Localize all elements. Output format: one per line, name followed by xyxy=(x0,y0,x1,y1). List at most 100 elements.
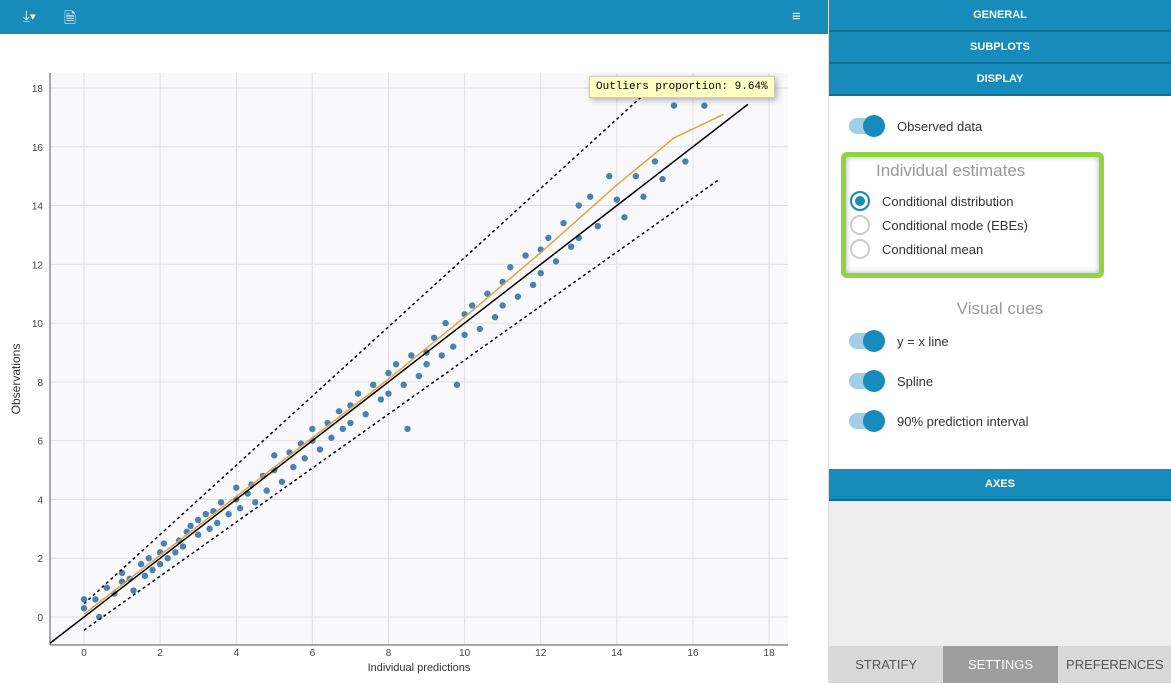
general-header[interactable]: GENERAL xyxy=(829,0,1171,32)
identity-line xyxy=(49,103,749,644)
data-point xyxy=(560,219,567,227)
x-tick-label: 4 xyxy=(233,648,239,659)
plot-area: 0 2 4 6 8 10 12 14 16 18 0 2 4 6 8 10 12 14 16 18 Individual… xyxy=(0,34,828,683)
data-point xyxy=(339,425,347,433)
x-tick-label: 18 xyxy=(764,648,776,659)
toggle-icon[interactable] xyxy=(849,330,885,352)
data-point xyxy=(606,172,613,180)
toggle-label: Observed data xyxy=(897,118,983,134)
data-point xyxy=(377,396,385,403)
radio-icon[interactable] xyxy=(850,239,870,259)
prediction-interval-toggle[interactable]: 90% prediction interval xyxy=(849,410,1029,432)
toolbar: ⤓▾ 🗎 ≡ xyxy=(0,0,828,34)
data-point xyxy=(214,519,221,527)
y-tick-label: 0 xyxy=(37,613,43,624)
data-point xyxy=(80,596,88,603)
identity-line-toggle[interactable]: y = x line xyxy=(849,330,949,352)
data-point xyxy=(594,222,602,230)
toggle-label: 90% prediction interval xyxy=(897,413,1029,429)
data-point xyxy=(160,540,168,547)
bottom-tabs: STRATIFY SETTINGS PREFERENCES xyxy=(829,646,1171,683)
data-point xyxy=(423,361,430,368)
data-point xyxy=(362,411,369,418)
data-point xyxy=(507,264,514,271)
data-point xyxy=(103,584,111,591)
radio-conditional-distribution[interactable]: Conditional distribution xyxy=(850,191,1014,211)
x-tick-label: 14 xyxy=(611,648,623,659)
data-point xyxy=(301,455,308,462)
data-point xyxy=(370,381,377,389)
data-point xyxy=(335,408,343,415)
radio-conditional-mean[interactable]: Conditional mean xyxy=(850,239,983,259)
data-point xyxy=(141,572,149,580)
data-point xyxy=(499,302,506,309)
visual-cues-title: Visual cues xyxy=(956,299,1044,318)
spline-line xyxy=(83,113,724,615)
spline-toggle[interactable]: Spline xyxy=(849,370,933,392)
data-point xyxy=(640,193,647,200)
word-doc-icon[interactable]: 🗎 xyxy=(64,10,77,27)
y-tick-label: 8 xyxy=(37,378,43,389)
scatter-chart: 0 2 4 6 8 10 12 14 16 18 0 2 4 6 8 10 12 14 16 18 Individual… xyxy=(9,73,788,674)
data-point xyxy=(461,331,468,339)
download-icon[interactable]: ⤓▾ xyxy=(23,8,36,25)
data-point xyxy=(404,425,411,433)
data-point xyxy=(469,302,476,309)
y-tick-label: 12 xyxy=(32,260,44,271)
data-point xyxy=(701,102,708,109)
tab-preferences[interactable]: PREFERENCES xyxy=(1057,646,1171,683)
data-point xyxy=(316,446,324,453)
subplots-header[interactable]: SUBPLOTS xyxy=(829,32,1171,64)
data-point xyxy=(149,566,156,574)
data-point xyxy=(682,158,689,165)
toggle-label: y = x line xyxy=(897,333,949,349)
data-point xyxy=(514,293,522,300)
data-point xyxy=(164,555,171,562)
data-point xyxy=(271,452,278,459)
toggle-icon[interactable] xyxy=(849,370,885,392)
data-point xyxy=(522,252,529,259)
data-point xyxy=(217,499,225,506)
data-point xyxy=(137,560,145,568)
data-point xyxy=(613,196,621,203)
data-point xyxy=(621,214,628,221)
data-point xyxy=(552,258,560,265)
y-tick-label: 6 xyxy=(37,437,43,448)
data-point xyxy=(252,499,259,506)
data-point xyxy=(438,352,445,359)
tab-stratify[interactable]: STRATIFY xyxy=(829,646,944,683)
data-point xyxy=(385,369,392,377)
radio-label: Conditional mean xyxy=(882,241,984,257)
data-point xyxy=(130,587,137,594)
data-point xyxy=(179,543,187,550)
y-tick-label: 2 xyxy=(37,554,43,565)
display-header[interactable]: DISPLAY xyxy=(829,64,1171,96)
data-point xyxy=(233,484,240,491)
data-point xyxy=(415,372,423,380)
radio-icon[interactable] xyxy=(850,215,870,235)
tab-settings[interactable]: SETTINGS xyxy=(943,646,1058,683)
data-point xyxy=(491,314,499,321)
data-point xyxy=(172,549,179,556)
radio-conditional-mode[interactable]: Conditional mode (EBEs) xyxy=(850,215,1028,235)
radio-icon[interactable] xyxy=(850,191,870,211)
data-point xyxy=(545,234,552,242)
data-point xyxy=(449,343,457,350)
observed-data-toggle[interactable]: Observed data xyxy=(849,115,983,137)
toggle-icon[interactable] xyxy=(849,115,885,137)
data-point xyxy=(236,505,244,512)
data-point xyxy=(92,596,99,603)
data-point xyxy=(484,290,491,297)
y-tick-label: 10 xyxy=(32,319,44,330)
axes-header[interactable]: AXES xyxy=(829,469,1171,501)
x-tick-label: 6 xyxy=(310,648,316,659)
y-tick-label: 16 xyxy=(32,143,44,154)
toggle-icon[interactable] xyxy=(849,410,885,432)
interval-lower-line xyxy=(83,178,721,631)
data-point xyxy=(392,361,400,368)
data-point xyxy=(442,319,449,327)
data-point xyxy=(670,102,678,109)
menu-icon[interactable]: ≡ xyxy=(792,8,801,25)
y-tick-label: 14 xyxy=(32,202,44,213)
data-point xyxy=(187,522,194,530)
